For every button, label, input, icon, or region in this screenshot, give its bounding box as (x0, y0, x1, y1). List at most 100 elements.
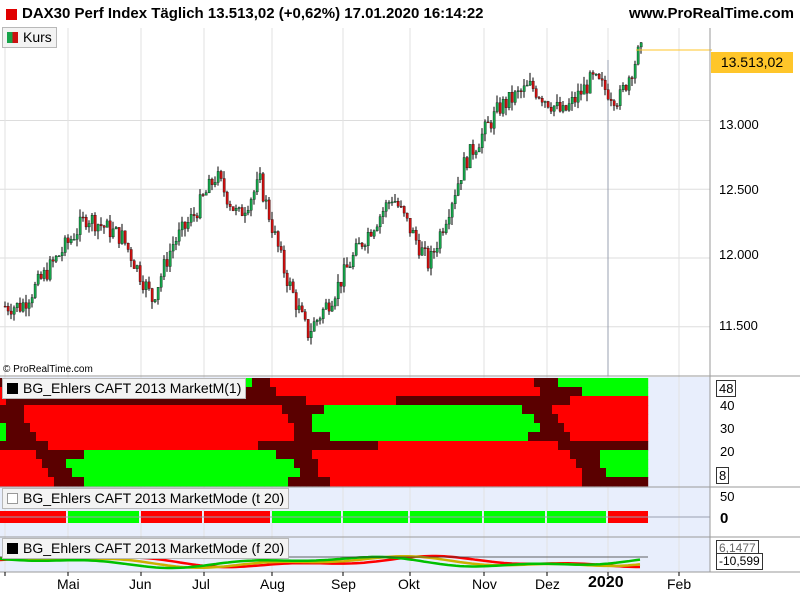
heatmap-cell (636, 378, 643, 388)
candle-body (225, 191, 229, 205)
heatmap-cell (588, 477, 595, 487)
heatmap-cell (528, 414, 535, 424)
heatmap-cell (630, 396, 637, 406)
heatmap-cell (366, 387, 373, 397)
heatmap-cell (414, 477, 421, 487)
heatmap-cell (48, 441, 55, 451)
heatmap-cell (276, 396, 283, 406)
heatmap-cell (522, 432, 529, 442)
candle-body (126, 243, 130, 250)
heatmap-cell (234, 468, 241, 478)
month-label-sep: Sep (331, 576, 356, 592)
candle-body (102, 225, 106, 228)
heatmap-cell (330, 387, 337, 397)
candle-body (159, 276, 163, 288)
heatmap-cell (90, 396, 97, 406)
heatmap-cell (600, 396, 607, 406)
heatmap-cell (516, 468, 523, 478)
price-legend[interactable]: Kurs (2, 27, 57, 48)
heatmap-cell (156, 477, 163, 487)
heatmap-cell (516, 423, 523, 433)
heatmap-cell (492, 414, 499, 424)
heatmap-cell (402, 459, 409, 469)
panel2-legend-label: BG_Ehlers CAFT 2013 MarketMode (t 20) (23, 490, 285, 506)
heatmap-cell (528, 459, 535, 469)
heatmap-cell (606, 396, 613, 406)
heatmap-cell (252, 387, 259, 397)
candle-body (549, 107, 553, 112)
heatmap-cell (474, 468, 481, 478)
heatmap-cell (396, 396, 403, 406)
heatmap-cell (258, 459, 265, 469)
heatmap-cell (480, 378, 487, 388)
heatmap-cell (462, 477, 469, 487)
heatmap-cell (522, 441, 529, 451)
panel3-legend[interactable]: BG_Ehlers CAFT 2013 MarketMode (f 20) (2, 538, 290, 559)
heatmap-cell (594, 387, 601, 397)
heatmap-cell (408, 396, 415, 406)
heatmap-cell (468, 423, 475, 433)
heatmap-cell (402, 441, 409, 451)
heatmap-cell (582, 378, 589, 388)
heatmap-cell (156, 405, 163, 415)
heatmap-cell (252, 378, 259, 388)
panel3-legend-label: BG_Ehlers CAFT 2013 MarketMode (f 20) (23, 540, 285, 556)
heatmap-cell (36, 468, 43, 478)
heatmap-cell (162, 441, 169, 451)
heatmap-cell (330, 441, 337, 451)
candle-body (27, 302, 31, 309)
heatmap-cell (408, 450, 415, 460)
heatmap-cell (564, 441, 571, 451)
heatmap-cell (348, 405, 355, 415)
site-url[interactable]: www.ProRealTime.com (628, 5, 794, 22)
heatmap-cell (174, 450, 181, 460)
heatmap-cell (552, 396, 559, 406)
heatmap-cell (408, 405, 415, 415)
heatmap-cell (60, 432, 67, 442)
heatmap-cell (486, 414, 493, 424)
heatmap-cell (72, 450, 79, 460)
heatmap-cell (618, 414, 625, 424)
heatmap-cell (114, 414, 121, 424)
heatmap-cell (456, 450, 463, 460)
heatmap-cell (546, 414, 553, 424)
heatmap-cell (294, 378, 301, 388)
heatmap-cell (228, 459, 235, 469)
heatmap-cell (252, 450, 259, 460)
heatmap-cell (0, 450, 7, 460)
heatmap-cell (390, 378, 397, 388)
heatmap-cell (402, 414, 409, 424)
heatmap-cell (468, 441, 475, 451)
heatmap-cell (498, 387, 505, 397)
heatmap-cell (288, 423, 295, 433)
heatmap-cell (240, 414, 247, 424)
heatmap-cell (12, 414, 19, 424)
heatmap-cell (426, 477, 433, 487)
heatmap-cell (342, 414, 349, 424)
heatmap-cell (462, 441, 469, 451)
heatmap-cell (624, 477, 631, 487)
heatmap-cell (504, 441, 511, 451)
heatmap-cell (348, 441, 355, 451)
heatmap-cell (432, 405, 439, 415)
heatmap-cell (12, 477, 19, 487)
heatmap-cell (36, 432, 43, 442)
heatmap-cell (174, 432, 181, 442)
heatmap-cell (588, 432, 595, 442)
panel1-legend[interactable]: BG_Ehlers CAFT 2013 MarketM(1) (2, 378, 247, 399)
heatmap-cell (330, 477, 337, 487)
heatmap-cell (246, 450, 253, 460)
heatmap-cell (558, 396, 565, 406)
heatmap-cell (246, 396, 253, 406)
heatmap-cell (516, 432, 523, 442)
panel2-legend[interactable]: BG_Ehlers CAFT 2013 MarketMode (t 20) (2, 488, 290, 509)
heatmap-cell (510, 378, 517, 388)
heatmap-cell (108, 414, 115, 424)
heatmap-cell (402, 387, 409, 397)
panel1-label-48: 48 (716, 380, 737, 397)
heatmap-cell (402, 396, 409, 406)
heatmap-cell (498, 459, 505, 469)
heatmap-cell (120, 450, 127, 460)
candle-body (57, 255, 61, 258)
heatmap-cell (594, 378, 601, 388)
